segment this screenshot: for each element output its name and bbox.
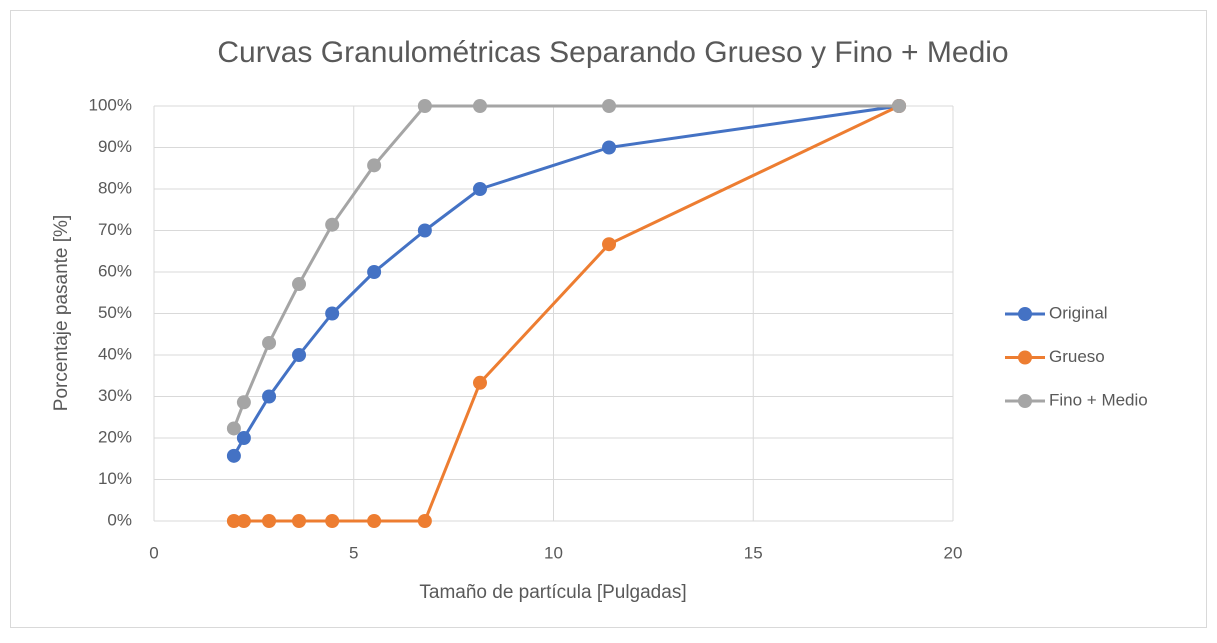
chart-border (10, 10, 1207, 628)
point (226, 448, 241, 463)
point (472, 375, 487, 390)
point (602, 140, 617, 155)
chart-title: Curvas Granulométricas Separando Grueso … (217, 36, 1008, 69)
point (367, 514, 382, 528)
point (262, 514, 277, 528)
x-tick-label: 10 (544, 543, 563, 562)
x-axis-label: Tamaño de partícula [Pulgadas] (419, 582, 686, 603)
point (236, 395, 251, 410)
point (236, 514, 251, 528)
point (417, 514, 432, 528)
legend-marker (1018, 394, 1032, 408)
point (892, 99, 907, 113)
point (236, 431, 251, 445)
series-line (233, 104, 900, 523)
point (602, 99, 617, 113)
point (367, 265, 382, 279)
y-tick-label: 40% (98, 344, 132, 363)
y-tick-label: 90% (98, 137, 132, 156)
y-tick-label: 50% (98, 303, 132, 322)
point (226, 421, 241, 436)
point (417, 223, 432, 238)
series-line (232, 104, 900, 457)
point (325, 514, 340, 528)
y-tick-label: 60% (98, 261, 132, 280)
y-tick-label: 70% (98, 220, 132, 239)
series-line (232, 104, 900, 429)
point (292, 348, 307, 362)
point (292, 514, 307, 528)
point (292, 277, 307, 292)
point (325, 217, 340, 232)
point (325, 306, 340, 321)
y-tick-label: 30% (98, 386, 132, 405)
point (262, 335, 277, 350)
point (472, 182, 487, 196)
x-tick-label: 20 (944, 543, 963, 562)
y-tick-label: 20% (98, 427, 132, 446)
y-tick-label: 0% (107, 510, 132, 529)
point (367, 158, 382, 173)
y-tick-label: 80% (98, 178, 132, 197)
point (417, 99, 432, 113)
point (602, 237, 617, 252)
legend-label: Original (1049, 303, 1108, 322)
legend-label: Grueso (1049, 347, 1105, 366)
point (226, 514, 241, 528)
legend-label: Fino + Medio (1049, 390, 1148, 409)
legend-marker (1018, 307, 1032, 321)
y-tick-label: 10% (98, 469, 132, 488)
legend-marker (1018, 350, 1032, 365)
x-tick-label: 15 (744, 543, 763, 562)
y-tick-label: 100% (89, 95, 132, 114)
x-tick-label: 5 (349, 543, 358, 562)
point (262, 389, 277, 404)
x-tick-label: 0 (149, 543, 158, 562)
y-axis-label: Porcentaje pasante [%] (51, 215, 72, 411)
point (472, 99, 487, 113)
